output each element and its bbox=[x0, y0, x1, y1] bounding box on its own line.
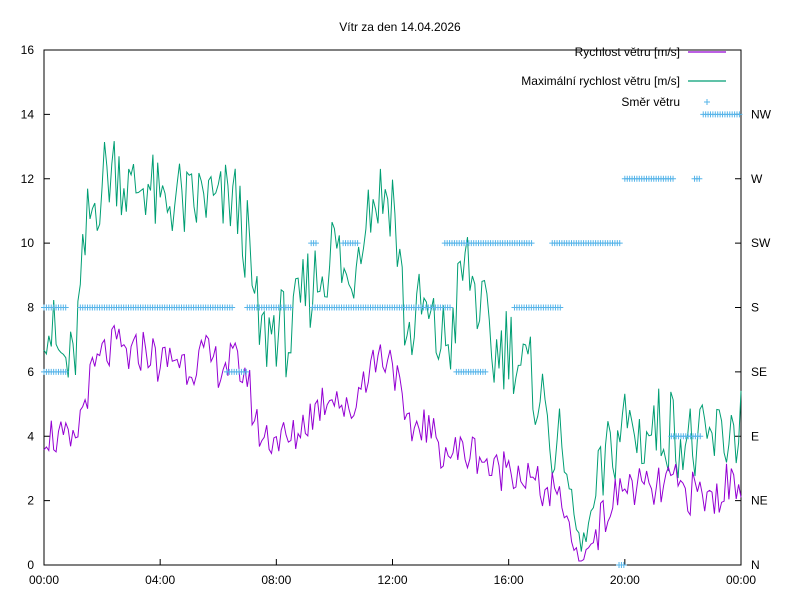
series-line-max-speed bbox=[43, 141, 742, 552]
direction-point bbox=[354, 240, 361, 247]
direction-point bbox=[697, 433, 704, 440]
y2-tick-label: SE bbox=[751, 365, 767, 379]
y2-tick-label: N bbox=[751, 558, 760, 572]
x-tick-label: 04:00 bbox=[145, 573, 175, 587]
y-tick-label: 14 bbox=[21, 107, 35, 121]
y-tick-label: 0 bbox=[27, 558, 34, 572]
legend-label-speed: Rychlost větru [m/s] bbox=[575, 45, 680, 59]
direction-point bbox=[62, 368, 69, 375]
y2-tick-label: W bbox=[751, 172, 763, 186]
y2-tick-label: NW bbox=[751, 107, 772, 121]
legend-label-max-speed: Maximální rychlost větru [m/s] bbox=[521, 74, 680, 88]
series-line-speed bbox=[43, 324, 742, 562]
x-tick-label: 16:00 bbox=[494, 573, 524, 587]
direction-point bbox=[313, 240, 320, 247]
y-tick-label: 2 bbox=[27, 494, 34, 508]
y-tick-label: 8 bbox=[27, 301, 34, 315]
direction-point bbox=[482, 368, 489, 375]
series bbox=[41, 111, 743, 568]
direction-point bbox=[62, 304, 69, 311]
y-tick-label: 16 bbox=[21, 43, 35, 57]
legend-label-direction: Směr větru bbox=[621, 95, 680, 109]
direction-point bbox=[229, 304, 236, 311]
direction-point bbox=[447, 304, 454, 311]
y-tick-label: 4 bbox=[27, 429, 34, 443]
direction-point bbox=[670, 175, 677, 182]
chart-title: Vítr za den 14.04.2026 bbox=[339, 20, 461, 34]
direction-point bbox=[736, 111, 743, 118]
direction-point bbox=[620, 562, 627, 568]
axes: 0 2 4 6 8 10 12 14 16 N NE E SE S SW W NW 00:00 04:00 08:00… bbox=[21, 43, 772, 587]
direction-point bbox=[243, 368, 250, 375]
legend-direction-marker bbox=[704, 99, 710, 105]
direction-point bbox=[696, 175, 703, 182]
x-tick-label: 08:00 bbox=[261, 573, 291, 587]
x-tick-label: 12:00 bbox=[377, 573, 407, 587]
x-tick-label: 20:00 bbox=[610, 573, 640, 587]
direction-point bbox=[616, 240, 623, 247]
direction-point bbox=[287, 304, 294, 311]
y-tick-label: 12 bbox=[21, 172, 35, 186]
y2-tick-label: NE bbox=[751, 494, 768, 508]
direction-point bbox=[557, 304, 564, 311]
y-tick-label: 6 bbox=[27, 365, 34, 379]
y2-tick-label: SW bbox=[751, 236, 771, 250]
y-tick-label: 10 bbox=[21, 236, 35, 250]
x-tick-label: 00:00 bbox=[726, 573, 756, 587]
legend-swatch-direction bbox=[704, 99, 710, 105]
direction-point bbox=[528, 240, 535, 247]
y2-tick-label: E bbox=[751, 429, 759, 443]
legend: Rychlost větru [m/s] Maximální rychlost … bbox=[521, 45, 726, 109]
x-tick-label: 00:00 bbox=[29, 573, 59, 587]
y2-tick-label: S bbox=[751, 301, 759, 315]
